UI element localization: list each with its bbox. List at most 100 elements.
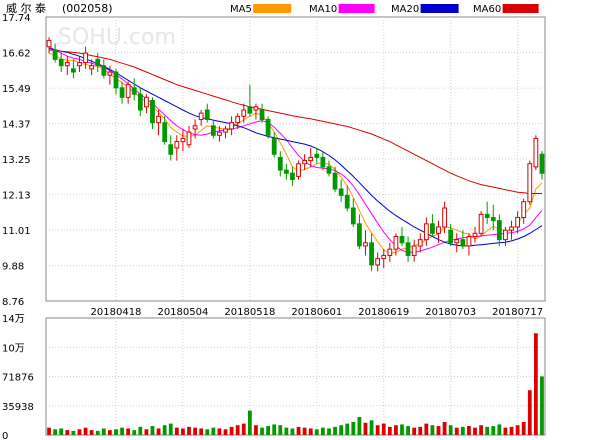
candle (442, 201, 447, 234)
candle (64, 56, 70, 76)
candle-body (241, 109, 247, 117)
candle (223, 125, 228, 139)
volume-bar (357, 417, 362, 435)
volume-bar (351, 421, 356, 435)
candle (52, 43, 58, 63)
volume-bar (217, 428, 222, 435)
candle-body (375, 258, 381, 266)
date-tick-label: 20180418 (91, 307, 142, 318)
volume-bar (272, 424, 277, 435)
volume-bar (314, 429, 319, 435)
ma20-line (48, 47, 543, 247)
candle-body (515, 217, 521, 228)
volume-bar (345, 423, 350, 435)
candle-body (314, 153, 320, 158)
candle (192, 119, 198, 139)
candle (521, 198, 527, 224)
volume-bar (101, 428, 106, 435)
volume-bar (509, 426, 514, 435)
candle-body (192, 125, 198, 130)
candle (490, 204, 496, 231)
volume-bar (418, 426, 423, 435)
candle-body (198, 112, 204, 120)
candle (466, 233, 472, 256)
candle (70, 59, 76, 79)
candle-body (302, 160, 308, 165)
legend-item-ma5: MA5 (230, 4, 292, 15)
candle (283, 163, 289, 180)
date-tick-label: 20180717 (492, 307, 543, 318)
volume-bar (363, 422, 368, 435)
candle-body (521, 201, 527, 219)
candle-body (52, 49, 58, 60)
candle-body (344, 194, 350, 209)
volume-bar (290, 428, 295, 435)
candle (174, 135, 180, 161)
candle (381, 249, 387, 269)
candle (162, 116, 168, 145)
candle-body (223, 128, 228, 133)
volume-bar (71, 430, 76, 435)
candle-body (180, 137, 186, 143)
candle (277, 151, 283, 177)
volume-bar (65, 430, 70, 435)
ma60-line (48, 49, 542, 194)
legend-item-ma20: MA20 (391, 4, 459, 15)
date-tick-label: 20180619 (358, 307, 409, 318)
volume-bar (387, 426, 392, 435)
candle-body (478, 213, 484, 234)
price-tick-label: 12.13 (2, 190, 31, 201)
candle (411, 239, 417, 262)
candle (290, 166, 295, 186)
candle (533, 135, 539, 171)
candle-body (277, 156, 283, 171)
candle-body (496, 220, 502, 241)
volume-bar (381, 423, 386, 435)
candle (527, 160, 533, 205)
candle-body (405, 242, 411, 256)
candle (253, 103, 259, 120)
candle-body (83, 52, 88, 64)
candle-body (296, 163, 301, 177)
candle (338, 179, 344, 202)
candle-body (423, 223, 429, 241)
candle (363, 230, 368, 256)
candle-body (210, 125, 216, 136)
volume-bar (59, 428, 64, 435)
candle (375, 252, 381, 272)
candle (125, 81, 131, 104)
candle (405, 236, 411, 262)
candle-body (131, 87, 137, 95)
volume-bar (132, 430, 137, 435)
candle (95, 53, 101, 73)
volume-bar (375, 425, 380, 435)
candle (399, 226, 405, 246)
price-grid (46, 17, 545, 301)
candle-body (101, 65, 107, 76)
volume-bar (442, 421, 447, 435)
volume-tick-label: 14万 (2, 314, 25, 325)
date-tick-label: 20180518 (224, 307, 275, 318)
volume-bar (339, 425, 344, 435)
candle-body (381, 254, 387, 260)
volume-bar (187, 426, 191, 435)
volume-bar (308, 428, 313, 435)
legend-swatch (420, 4, 459, 13)
candle-body (411, 245, 417, 256)
candle-body (417, 239, 423, 247)
candle-body (527, 163, 533, 203)
candle-body (113, 71, 119, 89)
candle (314, 147, 320, 164)
candle (204, 103, 210, 123)
candle (144, 94, 149, 114)
date-tick-label: 20180703 (425, 307, 476, 318)
candle-body (253, 106, 259, 111)
candle-body (454, 239, 460, 244)
candle-body (64, 62, 70, 67)
volume-bar (296, 426, 301, 435)
candle (217, 125, 222, 142)
volume-bar (521, 421, 526, 435)
volume-bar (150, 426, 155, 435)
legend-item-ma60: MA60 (473, 4, 539, 15)
candle (302, 154, 308, 171)
